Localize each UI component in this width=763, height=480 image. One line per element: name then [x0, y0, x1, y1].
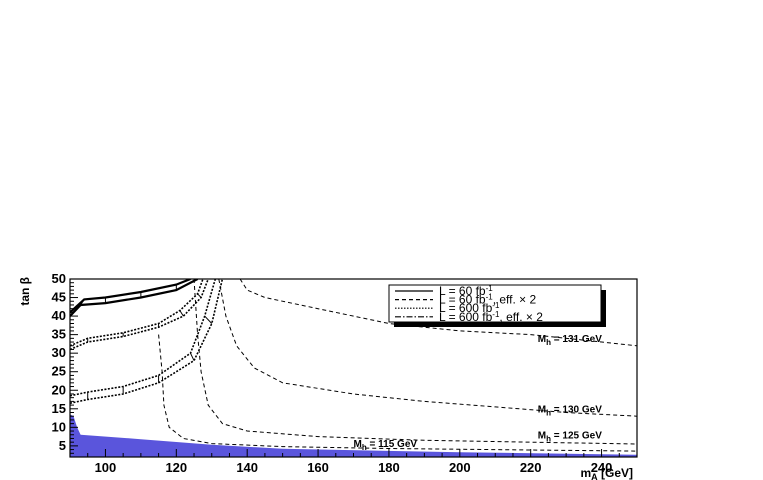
discovery-band-hatch	[190, 352, 195, 361]
excluded-region	[70, 414, 637, 457]
x-tick-label: 100	[95, 460, 117, 475]
y-tick-label: 15	[52, 401, 66, 416]
mass-contour-label: Mh = 125 GeV	[538, 430, 602, 443]
x-axis-label: mA [GeV]	[580, 466, 633, 480]
x-tick-label: 160	[307, 460, 329, 475]
discovery-contour-outer	[70, 279, 209, 351]
legend-entry: L = 60 fb-1, eff. × 2	[439, 293, 537, 307]
x-tick-label: 240	[591, 460, 613, 475]
plot-area: Mh = 131 GeV Mh = 130 GeV Mh = 125 GeV Mh =…	[70, 279, 637, 457]
legend: L = 60 fb-1L = 60 fb-1, eff. × 2L = 600 …	[388, 284, 606, 327]
legend-entry: L = 600 fb-1	[439, 301, 500, 315]
discovery-contour-inner	[70, 279, 191, 314]
y-tick-label: 50	[52, 271, 66, 286]
y-tick-label: 10	[52, 419, 66, 434]
y-tick-label: 25	[52, 364, 66, 379]
discovery-band-hatch	[197, 293, 202, 298]
mass-contour-line	[193, 279, 637, 445]
y-tick-label: 5	[59, 438, 66, 453]
y-tick-label: 40	[52, 308, 66, 323]
discovery-band-hatch	[204, 315, 213, 324]
y-axis-label: tan β	[18, 277, 32, 306]
legend-entry: L = 600 fb-1, eff. × 2	[439, 310, 543, 324]
y-tick-label: 45	[52, 290, 66, 305]
mass-contour-label: Mh = 115 GeV	[354, 439, 418, 452]
y-tick-label: 30	[52, 345, 66, 360]
discovery-contour-outer	[70, 279, 199, 317]
axes: 100 120 140 160 180 200 220 240 5 10 15 20 25 30 35 40 4…	[18, 271, 638, 480]
discovery-contour-inner	[70, 279, 204, 347]
mass-contour-label: Mh = 130 GeV	[538, 405, 602, 418]
discovery-band-hatch	[80, 299, 85, 306]
y-tick-label: 35	[52, 327, 66, 342]
mass-contour-line	[218, 279, 637, 417]
mass-contour-label: Mh = 131 GeV	[538, 334, 602, 347]
x-tick-label: 180	[378, 460, 400, 475]
x-tick-label: 120	[165, 460, 187, 475]
x-tick-label: 220	[520, 460, 542, 475]
x-tick-label: 140	[236, 460, 258, 475]
legend-entry: L = 60 fb-1	[439, 284, 493, 298]
x-tick-label: 200	[449, 460, 471, 475]
plot-content	[70, 279, 637, 457]
discovery-band-hatch	[179, 310, 184, 317]
y-tick-label: 20	[52, 382, 66, 397]
